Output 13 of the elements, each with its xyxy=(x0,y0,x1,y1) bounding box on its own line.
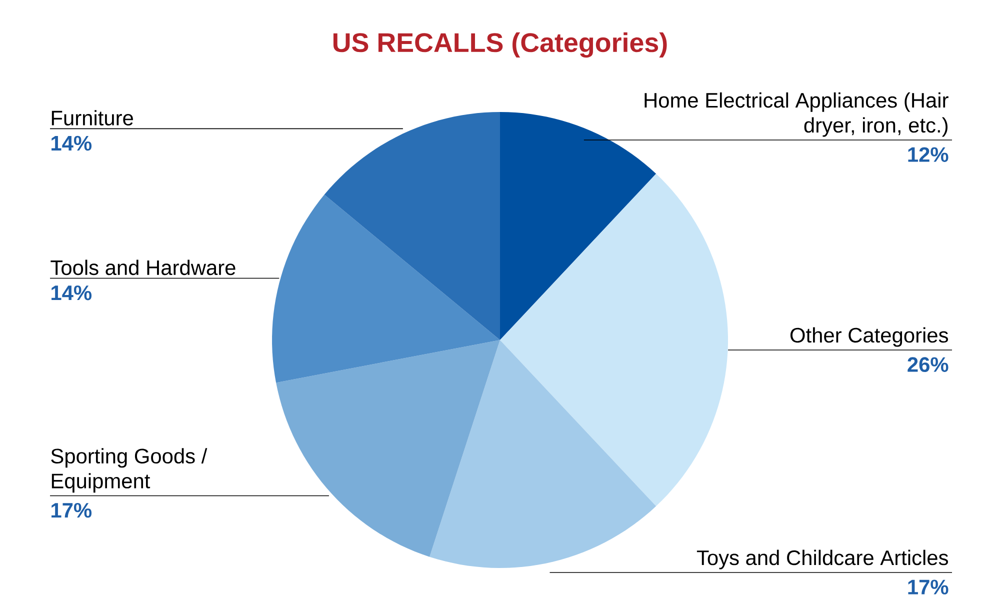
data-label: 12% xyxy=(908,147,948,162)
data-label: 17% xyxy=(52,502,92,518)
data-label: 14% xyxy=(52,285,92,300)
data-label: 26% xyxy=(908,357,948,372)
data-label: 17% xyxy=(908,580,948,594)
slice-label: Furniture xyxy=(52,110,133,126)
chart-title: US RECALLS (Categories) xyxy=(333,32,667,58)
slice-label: Tools and Hardware xyxy=(50,260,236,276)
data-label: 14% xyxy=(52,136,92,151)
slice-label: Other Categories xyxy=(790,327,948,347)
slice-label: Toys and Childcare Articles xyxy=(696,550,948,570)
slice-label: Home Electrical Appliances (Hair dryer, iron, etc.) xyxy=(644,92,948,137)
slice-label: Sporting Goods / Equipment xyxy=(51,448,208,493)
